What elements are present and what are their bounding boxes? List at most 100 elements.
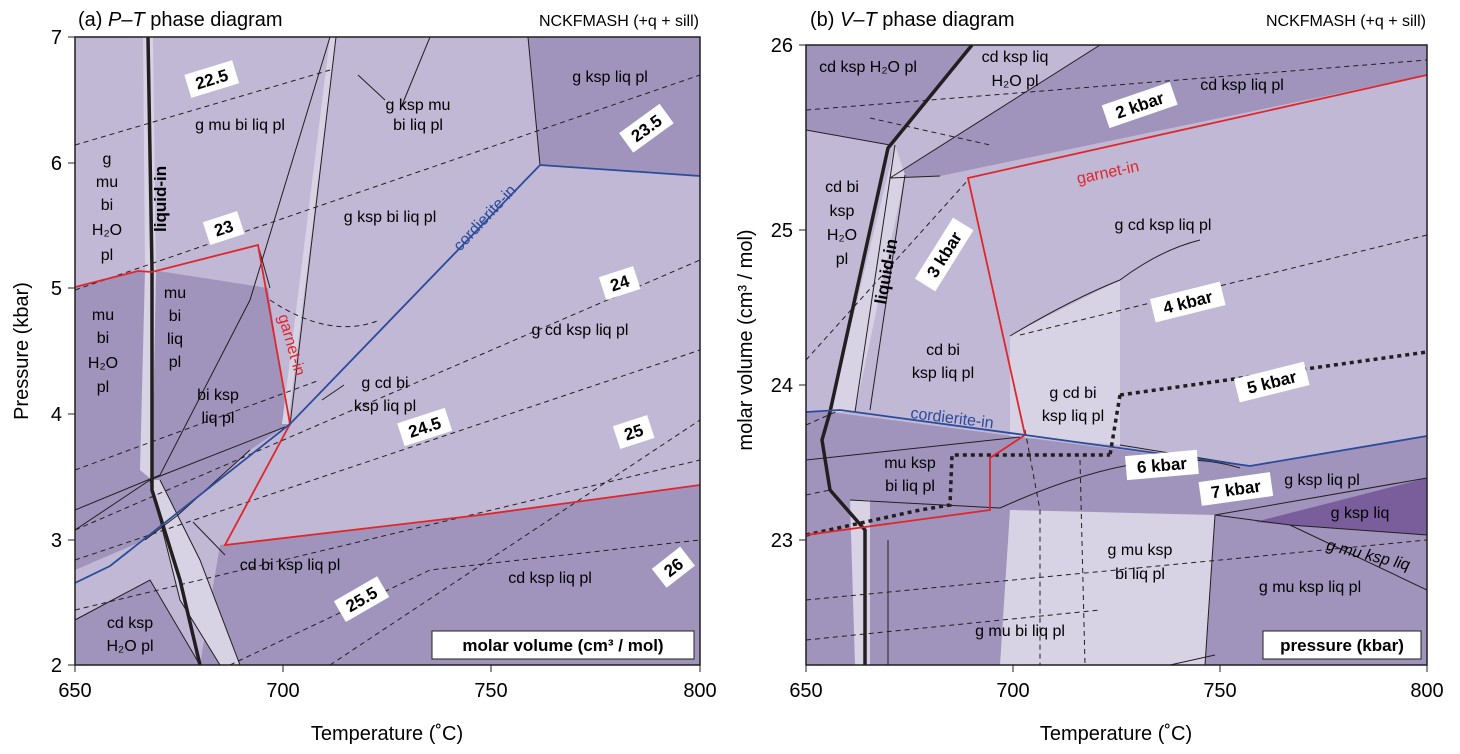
field-label: ksp liq pl — [1042, 408, 1104, 425]
panel-a-x-tick: 700 — [266, 680, 299, 702]
panel-b: (b) V–T phase diagram NCKFMASH (+q + sil… — [735, 9, 1444, 745]
field-label: cd bi — [825, 179, 859, 196]
field-label: liq pl — [202, 410, 235, 427]
panel-b-system: NCKFMASH (+q + sill) — [1266, 13, 1426, 30]
panel-b-y-tick: 24 — [771, 375, 793, 397]
field-label: g cd bi — [1049, 385, 1096, 402]
field-label: pl — [97, 379, 109, 396]
panel-a-plot-area — [75, 37, 700, 665]
field-label: g cd bi — [361, 375, 408, 392]
panel-b-legend-text: pressure (kbar) — [1280, 636, 1404, 655]
panel-a: (a) P–T phase diagram NCKFMASH (+q + sil… — [11, 9, 717, 745]
field-label: cd ksp liq pl — [1200, 77, 1284, 94]
field-label: bi — [101, 197, 113, 214]
panel-a-liquid-in-line — [146, 37, 202, 665]
field-label: ksp liq pl — [912, 365, 974, 382]
panel-b-y-tick: 25 — [771, 220, 793, 242]
panel-a-strip-lower — [150, 480, 240, 665]
panel-b-x-tick: 700 — [996, 680, 1029, 702]
field-label: mu — [92, 307, 114, 324]
field-label: g cd ksp liq pl — [532, 322, 629, 339]
panel-a-contours — [75, 69, 700, 665]
field-label: cd bi — [926, 342, 960, 359]
panel-a-x-axis: 650 700 750 800 Temperature (˚C) — [58, 665, 717, 745]
field-label: ksp liq pl — [354, 398, 416, 415]
field-label: H₂O — [88, 355, 118, 372]
panel-b-garnet-in-line — [806, 74, 1427, 536]
field-label: bi — [97, 330, 109, 347]
field-label: g cd ksp liq pl — [1115, 217, 1212, 234]
panel-b-frame — [805, 44, 1428, 666]
field-label: g ksp liq — [1331, 505, 1390, 522]
panel-a-field-labels: g mu bi liq pl g ksp mu bi liq pl g ksp … — [88, 69, 648, 655]
panel-b-x-label: Temperature (˚C) — [1040, 723, 1192, 745]
panel-b-x-tick: 650 — [789, 680, 822, 702]
field-label: H₂O pl — [106, 638, 153, 655]
field-label: g mu bi liq pl — [195, 117, 285, 134]
field-label: cd ksp H₂O pl — [819, 59, 917, 76]
panel-b-field-g-mu-ksp — [1000, 510, 1215, 665]
field-label: H₂O — [827, 227, 857, 244]
panel-b-y-tick: 23 — [771, 530, 793, 552]
field-label: bi — [169, 308, 181, 325]
panel-b-cordierite-in-line — [806, 409, 1427, 467]
field-label: g mu ksp — [1108, 542, 1173, 559]
field-label: bi liq pl — [393, 117, 443, 134]
panel-a-y-tick: 5 — [51, 278, 62, 300]
panel-b-y-axis: 23 24 25 26 molar volume (cm³ / mol) — [735, 35, 806, 552]
field-label: mu ksp — [884, 455, 936, 472]
panel-b-plot-area — [806, 45, 1427, 665]
panel-a-contour-labels: 22.5 23 23.5 24 24.5 25 25.5 26 — [184, 60, 695, 623]
panel-b-liquid-in-line — [828, 45, 974, 413]
panel-b-x-tick: 750 — [1203, 680, 1236, 702]
panel-a-x-tick: 800 — [683, 680, 716, 702]
panel-a-x-tick: 750 — [474, 680, 507, 702]
panel-b-field-labels: cd ksp H₂O pl cd ksp liq H₂O pl cd ksp l… — [819, 49, 1389, 640]
panel-b-y-label: molar volume (cm³ / mol) — [735, 229, 757, 450]
panel-a-field-g-ksp-liq-pl — [528, 37, 700, 176]
panel-a-y-tick: 6 — [51, 153, 62, 175]
panel-a-garnet-in-line — [75, 243, 700, 547]
field-label: ksp — [830, 203, 855, 220]
field-label: g ksp liq pl — [1284, 472, 1360, 489]
contour-label: 25 — [622, 421, 646, 445]
field-label: cd bi ksp liq pl — [240, 557, 341, 574]
panel-a-strip-ksp — [282, 37, 336, 424]
panel-a-liquid-in-label: liquid-in — [151, 166, 170, 232]
panel-b-field-cd-ksp-h2o — [806, 45, 972, 145]
field-label: liq — [167, 331, 183, 348]
panel-a-y-tick: 4 — [51, 404, 62, 426]
panel-a-field-cd-ksp-h2o — [75, 580, 200, 665]
field-label: bi liq pl — [1115, 566, 1165, 583]
field-label: cd ksp liq pl — [508, 570, 592, 587]
field-label: g ksp mu — [386, 97, 451, 114]
panel-a-title: (a) P–T phase diagram — [78, 9, 283, 31]
panel-a-legend-box — [431, 630, 695, 660]
field-label: bi ksp — [197, 387, 239, 404]
panel-a-frame — [74, 36, 701, 666]
panel-a-field-cd-ksp-liq-pl — [200, 485, 700, 665]
isobar-label: 6 kbar — [1136, 454, 1188, 477]
panel-a-system: NCKFMASH (+q + sill) — [539, 13, 699, 30]
field-label: g mu ksp liq pl — [1259, 579, 1361, 596]
panel-b-isobars — [806, 59, 1427, 665]
field-label: g mu bi liq pl — [975, 623, 1065, 640]
field-label: pl — [836, 251, 848, 268]
field-label: H₂O pl — [991, 73, 1038, 90]
field-label: cd ksp liq — [982, 49, 1049, 66]
panel-a-x-tick: 650 — [58, 680, 91, 702]
panel-a-y-tick: 3 — [51, 530, 62, 552]
panel-b-x-tick: 800 — [1410, 680, 1443, 702]
field-label: g — [103, 151, 112, 168]
field-label: g ksp liq pl — [572, 69, 648, 86]
panel-b-y-tick: 26 — [771, 35, 793, 57]
field-label: mu — [164, 285, 186, 302]
panel-a-y-label: Pressure (kbar) — [11, 282, 33, 420]
field-label: cd ksp — [107, 615, 153, 632]
panel-a-y-axis: 2 3 4 5 6 7 Pressure (kbar) — [11, 27, 75, 677]
field-label: pl — [169, 354, 181, 371]
field-label: mu — [96, 174, 118, 191]
panel-b-field-g-ksp-liq — [1255, 478, 1427, 535]
panel-b-field-g-cd-bi — [1010, 280, 1120, 445]
